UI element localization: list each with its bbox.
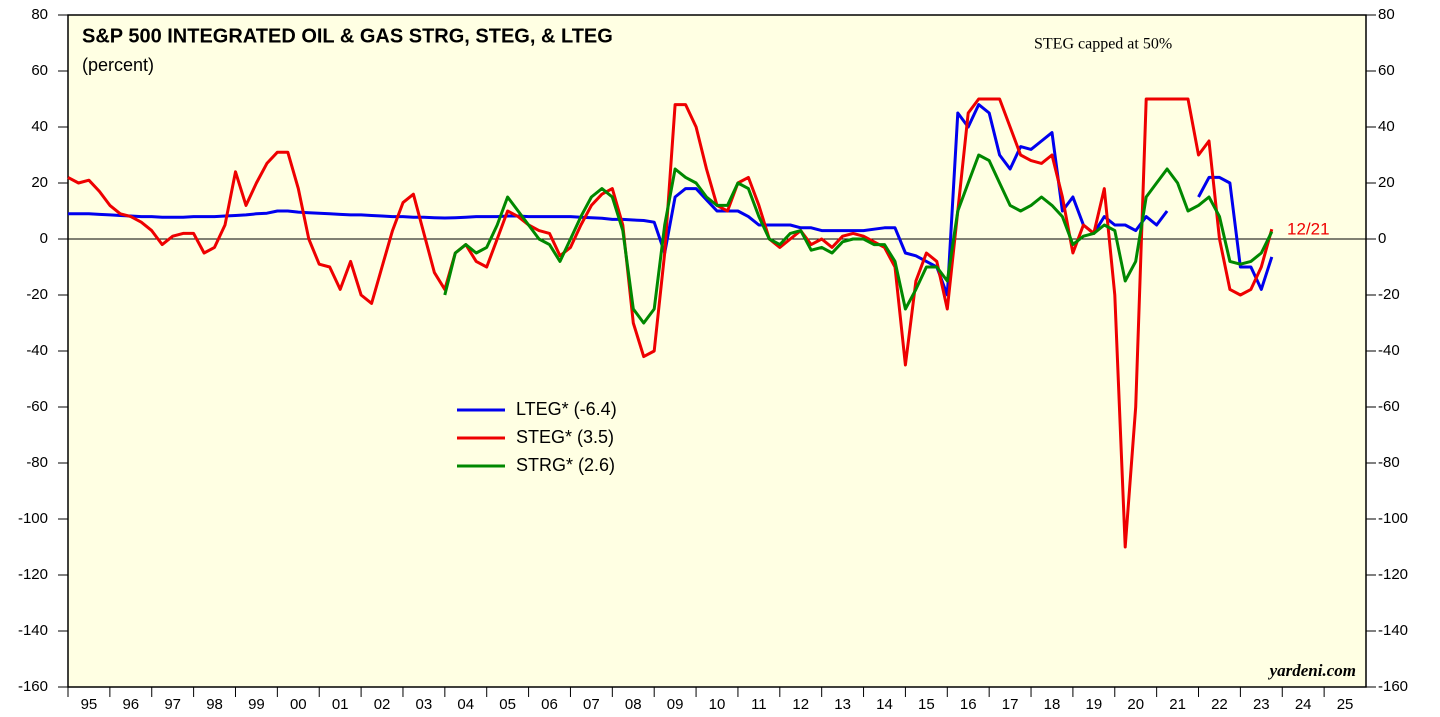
y2-tick-label: -100	[1378, 510, 1408, 527]
x-tick-label: 24	[1295, 696, 1312, 713]
x-tick-label: 14	[876, 696, 893, 713]
x-tick-label: 08	[625, 696, 642, 713]
y-tick-label: 40	[31, 118, 48, 135]
x-tick-label: 16	[960, 696, 977, 713]
x-tick-label: 11	[751, 696, 767, 713]
x-tick-label: 95	[81, 696, 98, 713]
series-line	[443, 153, 1274, 325]
x-tick-label: 09	[667, 696, 684, 713]
y2-tick-label: -40	[1378, 342, 1400, 359]
x-tick-label: 17	[1002, 696, 1019, 713]
y2-tick-label: -120	[1378, 566, 1408, 583]
x-tick-label: 00	[290, 696, 307, 713]
annotation: 12/21	[1287, 219, 1330, 238]
x-tick-label: 06	[541, 696, 558, 713]
y2-tick-label: 80	[1378, 6, 1395, 23]
x-tick-label: 12	[792, 696, 809, 713]
legend-label: STEG* (3.5)	[516, 427, 614, 447]
x-tick-label: 22	[1211, 696, 1228, 713]
x-tick-label: 25	[1337, 696, 1354, 713]
y2-tick-label: 60	[1378, 62, 1395, 79]
y-tick-label: 20	[31, 174, 48, 191]
y-tick-label: -100	[18, 510, 48, 527]
x-tick-label: 23	[1253, 696, 1270, 713]
x-tick-label: 04	[457, 696, 474, 713]
y2-tick-label: -160	[1378, 678, 1408, 695]
y-tick-label: 0	[40, 230, 48, 247]
x-tick-label: 15	[918, 696, 935, 713]
y2-tick-label: 40	[1378, 118, 1395, 135]
y2-tick-label: -140	[1378, 622, 1408, 639]
x-tick-label: 99	[248, 696, 265, 713]
x-tick-label: 13	[834, 696, 851, 713]
y-tick-label: -20	[26, 286, 48, 303]
x-tick-label: 19	[1085, 696, 1102, 713]
x-tick-label: 07	[583, 696, 600, 713]
y-tick-label: -40	[26, 342, 48, 359]
x-tick-label: 10	[709, 696, 726, 713]
y2-tick-label: 20	[1378, 174, 1395, 191]
plot-area	[67, 14, 1367, 688]
x-tick-label: 18	[1044, 696, 1061, 713]
chart-title: S&P 500 INTEGRATED OIL & GAS STRG, STEG,…	[82, 25, 613, 47]
series-line	[68, 103, 1274, 297]
y2-tick-label: -60	[1378, 398, 1400, 415]
annotation: STEG capped at 50%	[1034, 36, 1172, 53]
x-tick-label: 96	[122, 696, 139, 713]
y-tick-label: -140	[18, 622, 48, 639]
legend-label: STRG* (2.6)	[516, 455, 615, 475]
watermark: yardeni.com	[1268, 661, 1356, 680]
x-tick-label: 97	[164, 696, 181, 713]
x-tick-label: 05	[499, 696, 516, 713]
y2-tick-label: -80	[1378, 454, 1400, 471]
y-tick-label: -120	[18, 566, 48, 583]
x-tick-label: 01	[332, 696, 349, 713]
y2-tick-label: -20	[1378, 286, 1400, 303]
x-tick-label: 03	[416, 696, 433, 713]
y-tick-label: -60	[26, 398, 48, 415]
y-tick-label: -80	[26, 454, 48, 471]
x-tick-label: 20	[1127, 696, 1144, 713]
x-tick-label: 02	[374, 696, 391, 713]
chart-subtitle: (percent)	[82, 55, 154, 75]
y-tick-label: -160	[18, 678, 48, 695]
x-tick-label: 98	[206, 696, 223, 713]
y2-tick-label: 0	[1378, 230, 1386, 247]
y-tick-label: 60	[31, 62, 48, 79]
x-tick-label: 21	[1169, 696, 1186, 713]
y-tick-label: 80	[31, 6, 48, 23]
legend-label: LTEG* (-6.4)	[516, 399, 617, 419]
